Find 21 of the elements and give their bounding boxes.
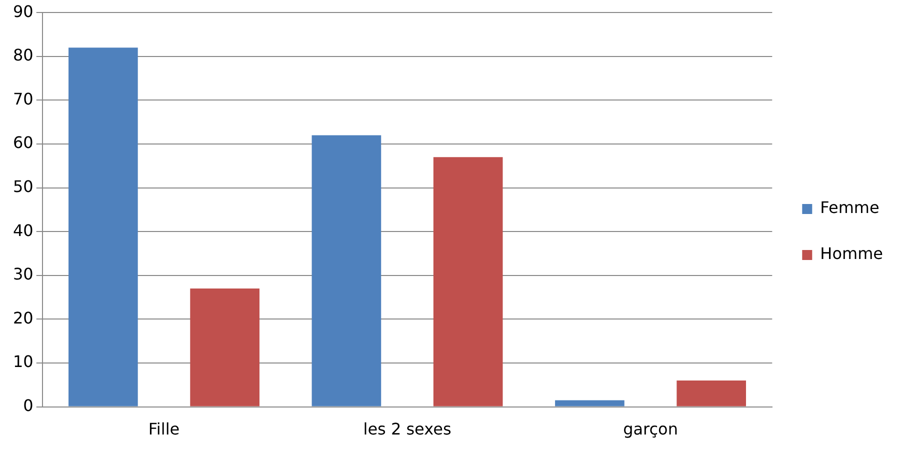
y-tick-label: 40 [13, 220, 34, 240]
legend-label: Homme [820, 244, 884, 264]
y-tick-label: 30 [13, 264, 34, 284]
bar [676, 380, 746, 406]
legend-label: Femme [820, 198, 880, 218]
y-tick-label: 80 [13, 46, 34, 65]
y-tick-label: 50 [13, 176, 34, 196]
bar [433, 157, 503, 406]
y-tick-label: 60 [13, 133, 34, 152]
bar [190, 288, 260, 406]
x-tick-label: Fille [148, 420, 180, 439]
y-tick-label: 10 [13, 352, 34, 372]
bar [555, 400, 624, 406]
bar [68, 48, 138, 406]
x-tick-label: les 2 sexes [363, 420, 452, 439]
y-tick-label: 70 [13, 89, 34, 108]
y-tick-label: 20 [13, 308, 34, 328]
y-tick-label: 90 [13, 2, 34, 21]
bar [312, 135, 382, 406]
y-tick-label: 0 [23, 396, 34, 415]
x-tick-label: garçon [623, 420, 678, 439]
